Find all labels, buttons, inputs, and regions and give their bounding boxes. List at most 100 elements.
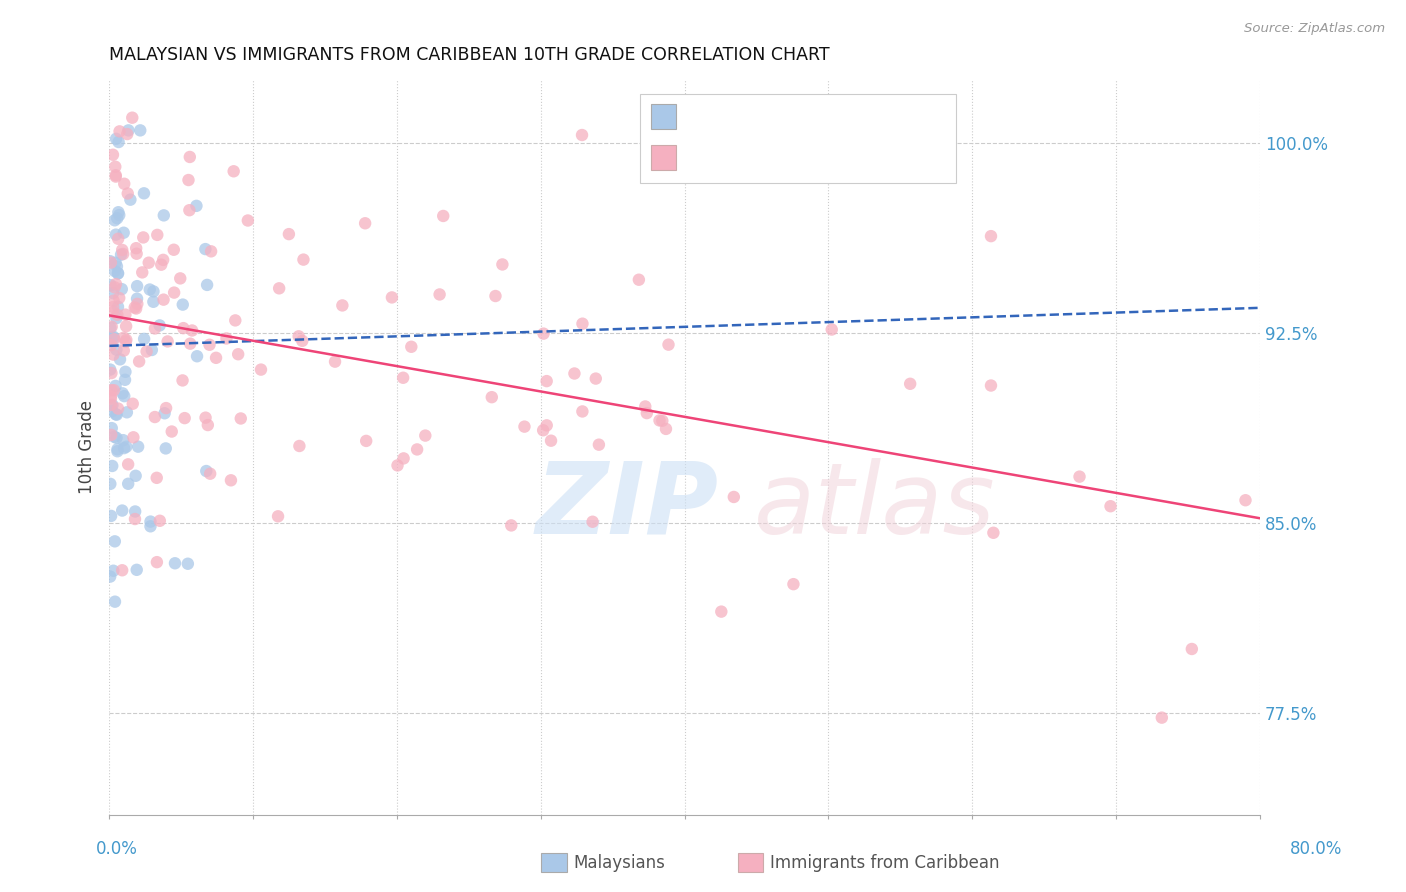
Point	[149, 514, 172, 528]
Point	[121, 111, 143, 125]
Point	[100, 338, 122, 352]
Point	[186, 199, 208, 213]
Point	[219, 473, 242, 487]
Point	[104, 534, 127, 549]
Point	[710, 605, 733, 619]
Point	[100, 319, 122, 334]
Point	[588, 438, 610, 452]
Text: atlas: atlas	[754, 458, 995, 555]
Point	[107, 205, 129, 219]
Point	[100, 366, 122, 380]
Point	[354, 434, 377, 448]
Point	[198, 467, 221, 481]
Point	[540, 434, 562, 448]
Point	[134, 332, 156, 346]
Point	[105, 211, 128, 226]
Point	[114, 334, 136, 349]
Point	[172, 297, 194, 311]
Point	[531, 423, 554, 437]
Point	[145, 471, 167, 485]
Point	[98, 476, 121, 491]
Point	[156, 334, 179, 349]
Point	[115, 440, 138, 454]
Point	[103, 348, 125, 362]
Point	[98, 254, 121, 268]
Point	[98, 569, 121, 583]
Point	[536, 374, 558, 388]
Point	[354, 216, 377, 230]
Point	[101, 404, 124, 418]
Point	[112, 177, 135, 191]
Point	[381, 290, 404, 304]
Point	[112, 433, 135, 447]
Point	[108, 124, 131, 138]
Point	[198, 338, 221, 352]
Point	[105, 260, 128, 274]
Point	[104, 379, 127, 393]
Point	[100, 398, 122, 412]
Point	[432, 209, 454, 223]
Point	[1099, 500, 1122, 514]
Point	[121, 397, 143, 411]
Point	[105, 308, 128, 322]
Point	[117, 186, 139, 201]
Point	[125, 292, 148, 306]
Point	[229, 411, 252, 425]
Point	[782, 577, 804, 591]
Point	[429, 287, 451, 301]
Point	[100, 392, 122, 406]
Point	[101, 329, 124, 343]
Point	[195, 464, 218, 478]
Point	[128, 354, 150, 368]
Point	[287, 329, 309, 343]
Point	[571, 128, 593, 142]
Point	[177, 557, 200, 571]
Point	[983, 525, 1005, 540]
Point	[132, 186, 155, 201]
Text: Malaysians: Malaysians	[574, 855, 665, 872]
Point	[155, 442, 177, 456]
Point	[111, 503, 134, 517]
Point	[186, 349, 208, 363]
Point	[105, 132, 128, 146]
Point	[292, 252, 315, 267]
Point	[124, 504, 146, 518]
Point	[571, 404, 593, 418]
Point	[100, 428, 122, 442]
Point	[648, 413, 671, 427]
Point	[107, 266, 129, 280]
Point	[100, 421, 122, 435]
Point	[636, 406, 658, 420]
Point	[107, 267, 129, 281]
Point	[101, 147, 124, 161]
Point	[169, 271, 191, 285]
Point	[105, 343, 128, 357]
Point	[152, 252, 174, 267]
Point	[114, 308, 136, 322]
Point	[141, 343, 163, 357]
Point	[181, 324, 204, 338]
Point	[138, 256, 160, 270]
Point	[413, 428, 436, 442]
Point	[179, 150, 201, 164]
Point	[104, 595, 127, 609]
Point	[1150, 711, 1173, 725]
Point	[142, 285, 165, 299]
Point	[1181, 642, 1204, 657]
Point	[101, 458, 124, 473]
Point	[115, 333, 138, 347]
Text: Immigrants from Caribbean: Immigrants from Caribbean	[770, 855, 1000, 872]
Point	[980, 229, 1002, 244]
Point	[139, 519, 162, 533]
Point	[723, 490, 745, 504]
Point	[132, 230, 155, 244]
Point	[100, 508, 122, 523]
Point	[195, 277, 218, 292]
Point	[124, 512, 146, 526]
Point	[179, 203, 201, 218]
Point	[112, 331, 135, 345]
Point	[124, 468, 146, 483]
Point	[131, 265, 153, 279]
Point	[112, 389, 135, 403]
Point	[125, 301, 148, 316]
